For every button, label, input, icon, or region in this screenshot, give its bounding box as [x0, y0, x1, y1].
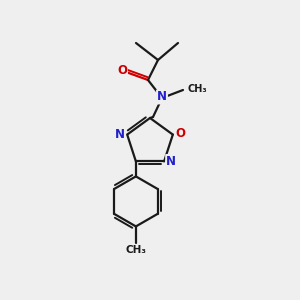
Text: CH₃: CH₃	[187, 84, 207, 94]
Text: N: N	[166, 155, 176, 168]
Text: N: N	[157, 91, 167, 103]
Text: N: N	[115, 128, 125, 141]
Text: CH₃: CH₃	[125, 245, 146, 255]
Text: O: O	[117, 64, 127, 77]
Text: O: O	[176, 127, 186, 140]
